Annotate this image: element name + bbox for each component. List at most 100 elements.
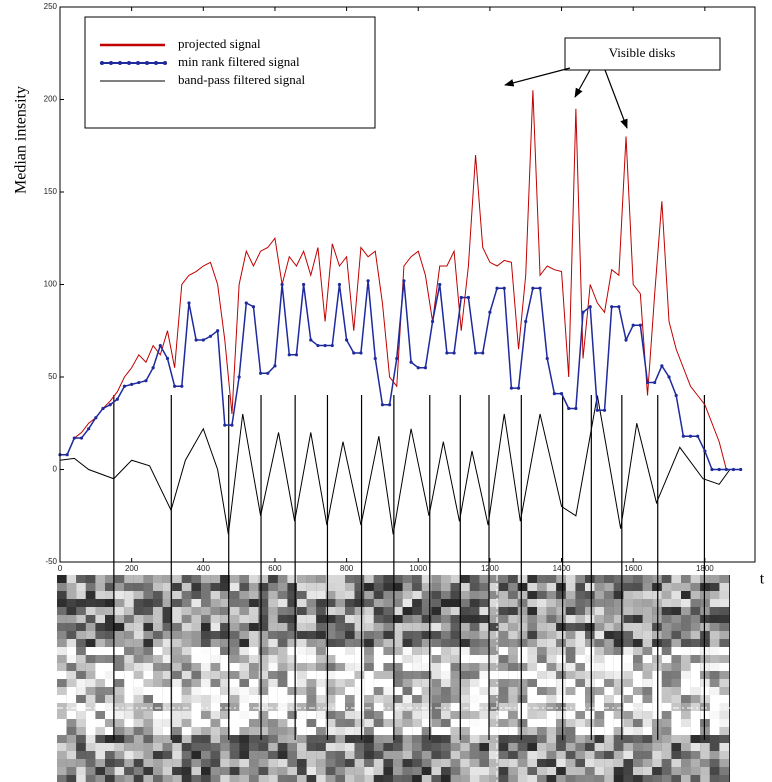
- kymo-cell: [201, 719, 211, 728]
- series-dot: [352, 351, 356, 355]
- kymo-cell: [671, 735, 682, 744]
- kymo-cell: [76, 583, 86, 592]
- kymo-cell: [441, 655, 451, 664]
- series-dot: [137, 380, 141, 385]
- kymo-cell: [565, 623, 576, 632]
- kymo-cell: [700, 631, 710, 640]
- kymo-cell: [508, 679, 518, 688]
- kymo-cell: [85, 663, 96, 672]
- kymo-cell: [277, 599, 288, 608]
- kymo-cell: [441, 647, 451, 656]
- kymo-cell: [633, 623, 643, 632]
- series-dot: [101, 406, 105, 411]
- kymo-cell: [469, 687, 480, 696]
- kymo-cell: [537, 759, 547, 768]
- kymo-cell: [393, 575, 403, 584]
- kymo-cell: [153, 591, 163, 600]
- kymo-cell: [57, 695, 67, 704]
- kymo-cell: [172, 743, 182, 752]
- kymo-cell: [661, 655, 672, 664]
- kymo-cell: [258, 759, 269, 768]
- kymo-cell: [642, 767, 653, 776]
- kymo-cell: [441, 663, 451, 672]
- kymo-cell: [517, 623, 528, 632]
- kymo-cell: [565, 663, 576, 672]
- kymo-cell: [594, 631, 605, 640]
- kymo-cell: [172, 607, 182, 616]
- y-tick-label: 0: [53, 465, 58, 474]
- kymo-cell: [335, 735, 346, 744]
- kymo-cell: [268, 615, 278, 624]
- kymo-cell: [652, 719, 662, 728]
- kymo-cell: [681, 591, 691, 600]
- kymo-cell: [181, 631, 192, 640]
- kymo-cell: [450, 767, 461, 776]
- kymo-cell: [479, 583, 490, 592]
- kymo-cell: [575, 615, 586, 624]
- kymo-cell: [585, 767, 595, 776]
- kymo-cell: [133, 727, 144, 736]
- legend-dot: [154, 61, 158, 65]
- kymo-cell: [508, 711, 518, 720]
- series-dot: [473, 351, 478, 355]
- kymo-cell: [709, 583, 720, 592]
- kymo-cell: [210, 719, 221, 728]
- kymo-cell: [335, 639, 346, 648]
- kymo-cell: [191, 623, 202, 632]
- kymo-cell: [402, 727, 413, 736]
- kymo-cell: [201, 655, 211, 664]
- kymo-cell: [172, 727, 182, 736]
- kymo-cell: [623, 767, 634, 776]
- kymo-cell: [661, 583, 672, 592]
- kymo-cell: [556, 695, 566, 704]
- kymo-cell: [354, 607, 365, 616]
- kymo-cell: [287, 671, 298, 680]
- kymo-cell: [508, 743, 518, 752]
- kymo-cell: [181, 663, 192, 672]
- kymo-cell: [604, 679, 614, 688]
- kymo-cell: [297, 759, 307, 768]
- kymo-cell: [354, 767, 365, 776]
- kymo-cell: [431, 703, 442, 712]
- kymo-cell: [700, 743, 710, 752]
- kymo-cell: [623, 687, 634, 696]
- kymo-cell: [681, 735, 691, 744]
- kymo-cell: [354, 727, 365, 736]
- kymo-cell: [239, 767, 250, 776]
- kymo-cell: [95, 719, 106, 728]
- kymo-cell: [364, 775, 374, 782]
- kymo-cell: [613, 639, 624, 648]
- kymo-cell: [66, 631, 77, 640]
- kymo-cell: [671, 679, 682, 688]
- kymo-cell: [258, 727, 269, 736]
- kymo-cell: [114, 759, 125, 768]
- kymo-cell: [671, 759, 682, 768]
- kymo-cell: [402, 687, 413, 696]
- kymo-cell: [181, 751, 192, 760]
- series-dot: [696, 434, 700, 438]
- kymo-cell: [66, 671, 77, 680]
- kymo-cell: [690, 655, 701, 664]
- kymo-cell: [517, 647, 528, 656]
- kymo-cell: [287, 591, 298, 600]
- kymo-cell: [335, 583, 346, 592]
- kymo-cell: [220, 735, 230, 744]
- kymo-cell: [95, 703, 106, 712]
- kymo-cell: [229, 775, 240, 782]
- kymo-cell: [441, 775, 451, 782]
- kymo-cell: [489, 727, 499, 736]
- kymo-cell: [76, 615, 86, 624]
- kymo-cell: [249, 615, 259, 624]
- kymo-cell: [85, 583, 96, 592]
- kymo-cell: [325, 655, 336, 664]
- kymo-cell: [498, 695, 509, 704]
- kymo-cell: [402, 647, 413, 656]
- kymo-cell: [489, 711, 499, 720]
- kymo-cell: [153, 655, 163, 664]
- series-dot: [581, 310, 585, 314]
- kymo-cell: [162, 599, 173, 608]
- kymo-cell: [191, 647, 202, 656]
- kymo-cell: [537, 607, 547, 616]
- kymo-cell: [412, 719, 422, 728]
- kymo-cell: [239, 679, 250, 688]
